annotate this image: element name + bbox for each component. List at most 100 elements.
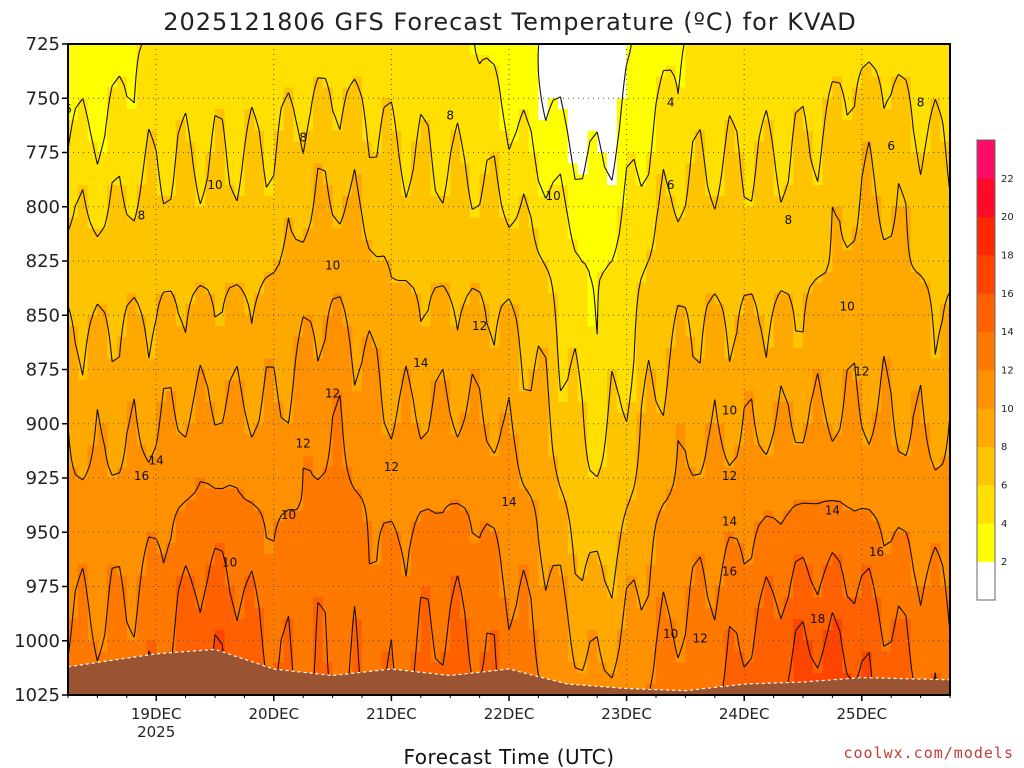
temperature-cell — [283, 304, 294, 316]
temperature-cell — [136, 445, 147, 457]
temperature-cell — [224, 467, 236, 479]
temperature-cell — [705, 119, 716, 132]
temperature-cell — [136, 76, 147, 88]
temperature-cell — [783, 629, 794, 642]
temperature-cell — [391, 109, 402, 121]
temperature-cell — [548, 228, 559, 240]
temperature-cell — [234, 564, 245, 577]
temperature-cell — [107, 326, 118, 338]
temperature-cell — [107, 380, 118, 392]
temperature-cell — [205, 228, 216, 240]
temperature-cell — [273, 250, 285, 262]
temperature-cell — [665, 673, 677, 685]
temperature-cell — [734, 315, 745, 327]
temperature-cell — [822, 65, 833, 78]
temperature-cell — [195, 141, 206, 154]
temperature-cell — [646, 217, 657, 230]
temperature-cell — [460, 119, 471, 132]
temperature-cell — [293, 185, 304, 197]
temperature-cell — [117, 488, 128, 501]
temperature-cell — [117, 109, 128, 121]
temperature-cell — [773, 195, 784, 208]
temperature-cell — [783, 250, 794, 262]
temperature-cell — [352, 271, 363, 284]
temperature-cell — [77, 76, 89, 88]
temperature-cell — [293, 597, 304, 609]
temperature-cell — [264, 326, 275, 338]
temperature-cell — [479, 293, 490, 305]
temperature-cell — [342, 434, 353, 447]
temperature-cell — [616, 629, 628, 642]
temperature-cell — [793, 499, 804, 512]
temperature-cell — [313, 478, 324, 490]
temperature-cell — [607, 532, 618, 544]
temperature-cell — [773, 619, 784, 631]
temperature-cell — [254, 510, 265, 522]
temperature-cell — [616, 369, 628, 381]
temperature-cell — [215, 488, 226, 501]
temperature-cell — [871, 119, 882, 132]
temperature-cell — [871, 185, 882, 197]
temperature-cell — [656, 271, 667, 284]
temperature-cell — [685, 597, 696, 609]
temperature-cell — [136, 347, 147, 360]
temperature-cell — [528, 597, 539, 609]
temperature-cell — [685, 76, 696, 88]
temperature-cell — [842, 326, 853, 338]
temperature-cell — [273, 163, 285, 175]
temperature-cell — [616, 250, 628, 262]
temperature-cell — [518, 380, 530, 392]
temperature-cell — [420, 543, 432, 555]
temperature-cell — [420, 434, 432, 447]
temperature-cell — [646, 239, 657, 251]
temperature-cell — [87, 564, 98, 577]
temperature-cell — [352, 564, 363, 577]
temperature-cell — [499, 467, 510, 479]
temperature-cell — [861, 250, 873, 262]
temperature-cell — [254, 575, 265, 588]
temperature-cell — [803, 347, 814, 360]
temperature-cell — [822, 195, 833, 208]
temperature-cell — [685, 445, 696, 457]
temperature-cell — [734, 553, 745, 566]
temperature-cell — [244, 586, 255, 598]
temperature-cell — [656, 369, 667, 381]
temperature-cell — [420, 629, 432, 642]
temperature-cell — [832, 163, 843, 175]
temperature-cell — [626, 553, 637, 566]
temperature-cell — [754, 434, 765, 447]
temperature-cell — [665, 130, 677, 143]
temperature-cell — [381, 141, 392, 154]
temperature-cell — [763, 553, 775, 566]
temperature-cell — [97, 543, 108, 555]
temperature-cell — [381, 282, 392, 295]
temperature-cell — [675, 597, 686, 609]
temperature-cell — [195, 478, 206, 490]
temperature-cell — [646, 271, 657, 284]
temperature-cell — [371, 380, 383, 392]
temperature-cell — [293, 402, 304, 414]
temperature-cell — [68, 456, 79, 468]
temperature-cell — [626, 44, 637, 56]
temperature-cell — [68, 510, 79, 522]
chart-title: 2025121806 GFS Forecast Temperature (ºC)… — [163, 8, 857, 36]
temperature-cell — [714, 629, 726, 642]
temperature-cell — [97, 76, 108, 88]
temperature-cell — [597, 640, 608, 653]
temperature-cell — [793, 369, 804, 381]
temperature-cell — [548, 44, 559, 56]
temperature-cell — [538, 206, 549, 219]
temperature-cell — [499, 54, 510, 67]
temperature-cell — [812, 499, 824, 512]
temperature-cell — [479, 336, 490, 349]
temperature-cell — [489, 76, 500, 88]
temperature-cell — [254, 564, 265, 577]
temperature-cell — [763, 217, 775, 230]
temperature-cell — [607, 597, 618, 609]
temperature-cell — [822, 206, 833, 219]
temperature-cell — [793, 336, 804, 349]
temperature-cell — [136, 586, 147, 598]
temperature-cell — [842, 575, 853, 588]
temperature-cell — [469, 423, 481, 436]
temperature-cell — [724, 358, 735, 371]
